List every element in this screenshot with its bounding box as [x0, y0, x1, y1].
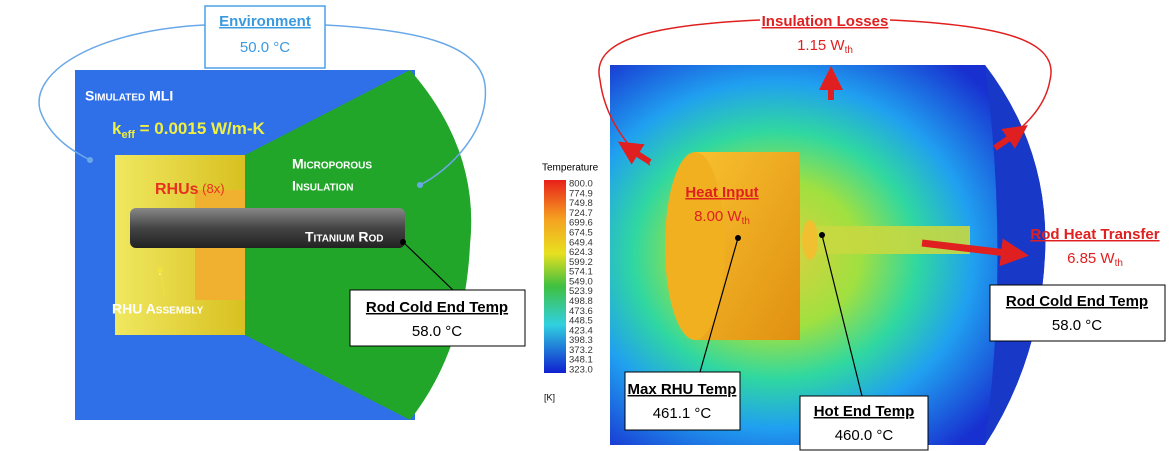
losses-title: Insulation Losses — [762, 13, 889, 30]
pointer — [159, 269, 166, 296]
rhus-name: RHUs — [155, 181, 199, 198]
cold-end-title: Rod Cold End Temp — [366, 299, 508, 316]
rod-end — [802, 220, 818, 260]
mli-label: Simulated MLI — [85, 88, 173, 104]
colorbar-scale — [544, 180, 566, 373]
colorbar-tick: 574.1 — [569, 267, 593, 278]
colorbar-tick: 749.8 — [569, 198, 593, 209]
insulation-label: Microporous — [292, 156, 372, 172]
colorbar-tick: 549.0 — [569, 276, 593, 287]
k: k — [112, 119, 122, 138]
rhus: RHUs (8x) — [155, 181, 225, 198]
rod — [130, 208, 405, 248]
colorbar-tick: 423.4 — [569, 325, 593, 336]
loop — [38, 24, 206, 161]
v: 1.15 W — [797, 37, 845, 54]
environment-value: 50.0 °C — [240, 39, 290, 56]
left-model: Environment 50.0 °C Simulated MLI keff =… — [38, 5, 526, 420]
colorbar-title: Temperature — [542, 163, 599, 174]
environment-box — [204, 5, 326, 69]
sub: th — [742, 216, 750, 227]
arrow — [993, 125, 1028, 151]
insulation-label: Insulation — [292, 178, 353, 194]
pointer — [699, 237, 739, 373]
dot — [400, 239, 406, 245]
pointer — [821, 234, 863, 397]
arrow — [921, 238, 1029, 267]
colorbar: Temperature [K] 800.0774.9749.8724.7699.… — [542, 163, 599, 403]
hot-end-title: Hot End Temp — [814, 403, 915, 420]
v: 8.00 W — [694, 208, 742, 225]
colorbar-tick: 398.3 — [569, 335, 593, 346]
heat-input-value: 8.00 Wth — [694, 208, 750, 227]
colorbar-tick: 649.4 — [569, 237, 593, 248]
hot-end-value: 460.0 °C — [835, 427, 894, 444]
colorbar-tick: 323.0 — [569, 365, 593, 376]
arrow — [617, 141, 652, 165]
rest: = 0.0015 W/m-K — [135, 119, 266, 138]
colorbar-tick: 473.6 — [569, 306, 593, 317]
right-model: Insulation Losses 1.15 Wth Heat Input 8.… — [598, 13, 1166, 451]
losses-value: 1.15 Wth — [797, 37, 853, 56]
dot — [819, 232, 825, 238]
rod-transfer-value: 6.85 Wth — [1067, 250, 1123, 269]
assembly-label: RHU Assembly — [112, 301, 204, 317]
colorbar-tick: 373.2 — [569, 345, 593, 356]
rod-label: Titanium Rod — [305, 229, 383, 245]
dot — [417, 182, 423, 188]
rod-transfer-title: Rod Heat Transfer — [1030, 226, 1159, 243]
colorbar-tick: 724.7 — [569, 208, 593, 219]
colorbar-tick: 599.2 — [569, 257, 593, 268]
sub: th — [845, 45, 853, 56]
cold-end-value: 58.0 °C — [412, 323, 462, 340]
colorbar-tick: 774.9 — [569, 188, 593, 199]
colorbar-unit: [K] — [544, 392, 555, 402]
pointer — [402, 241, 456, 293]
keff: keff = 0.0015 W/m-K — [112, 119, 266, 140]
sub: th — [1115, 258, 1123, 269]
colorbar-tick: 699.6 — [569, 218, 593, 229]
v: 6.85 W — [1067, 250, 1115, 267]
colorbar-tick: 523.9 — [569, 286, 593, 297]
colorbar-tick: 624.3 — [569, 247, 593, 258]
cold-end-value: 58.0 °C — [1052, 317, 1102, 334]
loop — [324, 24, 487, 186]
environment-title: Environment — [219, 13, 311, 30]
colorbar-tick: 498.8 — [569, 296, 593, 307]
hot-end-box — [799, 395, 929, 451]
dot — [87, 157, 93, 163]
colorbar-tick: 348.1 — [569, 355, 593, 366]
cold-end-box — [989, 284, 1166, 342]
colorbar-tick: 674.5 — [569, 227, 593, 238]
max-rhu-title: Max RHU Temp — [628, 381, 737, 398]
heater-face — [665, 152, 725, 340]
sub: eff — [121, 129, 135, 141]
max-rhu-value: 461.1 °C — [653, 405, 712, 422]
cold-end-title: Rod Cold End Temp — [1006, 293, 1148, 310]
cold-end-box — [349, 289, 526, 347]
rod — [805, 226, 970, 254]
colorbar-tick: 448.5 — [569, 316, 593, 327]
max-rhu-box — [624, 371, 741, 431]
heat-input-title: Heat Input — [685, 184, 758, 201]
rhus-count: (8x) — [199, 181, 225, 196]
colorbar-tick: 800.0 — [569, 179, 593, 190]
dot — [735, 235, 741, 241]
